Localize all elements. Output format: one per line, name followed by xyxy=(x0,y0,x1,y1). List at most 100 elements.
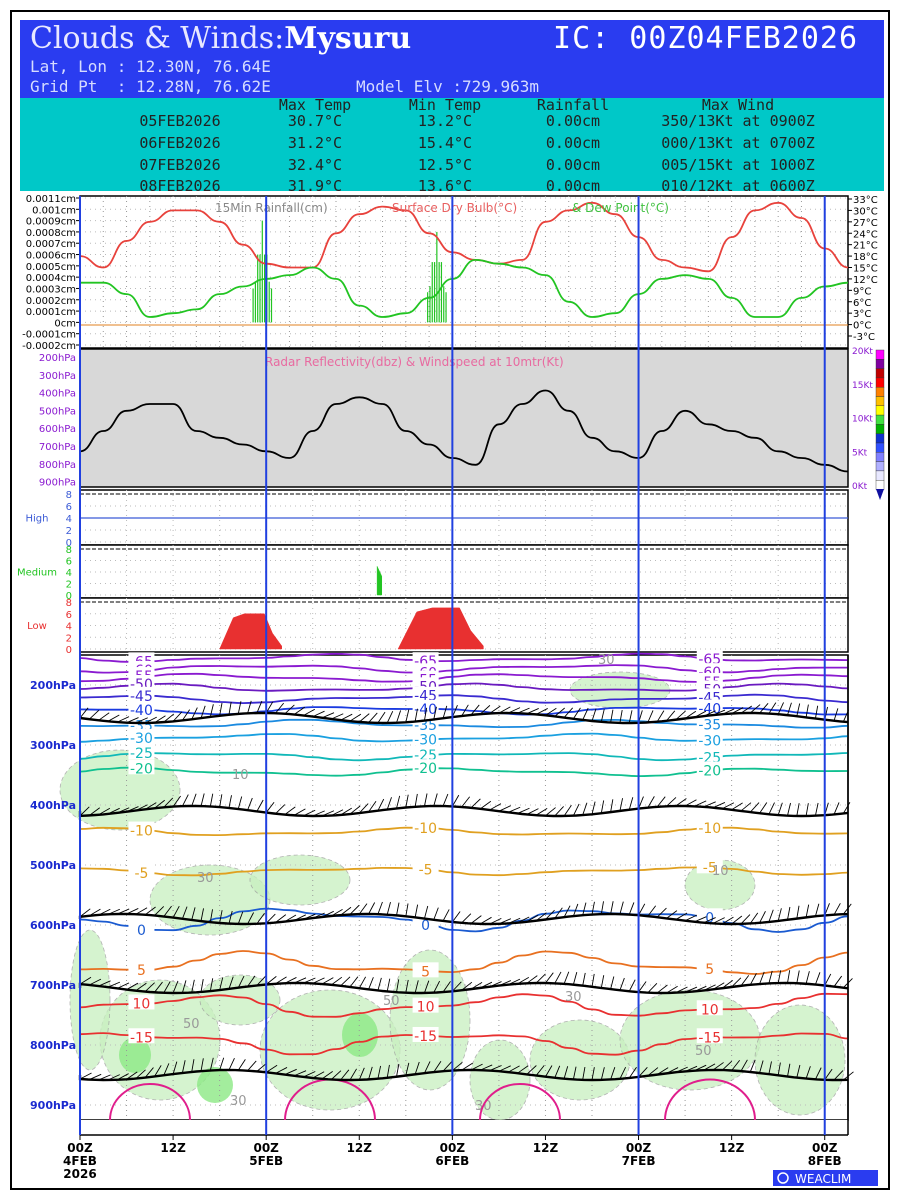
radar-title: Radar Reflectivity(dbz) & Windspeed at 1… xyxy=(265,355,564,369)
isotherm-label-bg xyxy=(696,908,723,924)
weaclim-logo xyxy=(773,1170,878,1186)
wind-barb xyxy=(628,710,633,724)
wind-barb xyxy=(405,1062,410,1076)
cloud-layer-label: Low xyxy=(27,621,47,632)
wind-barb xyxy=(703,917,716,924)
isotherm-label-bg xyxy=(696,649,723,665)
wind-barb xyxy=(694,985,707,992)
wind-barb xyxy=(144,1067,154,1078)
row-min: 12.5°C xyxy=(417,156,473,174)
wind-barb xyxy=(256,1062,268,1072)
wind-barb xyxy=(619,710,623,723)
wind-barb xyxy=(200,979,204,993)
wind-barb xyxy=(181,980,187,994)
x-tick-label: 6FEB xyxy=(435,1154,469,1168)
wind-barb xyxy=(591,901,595,915)
wind-barb xyxy=(172,795,181,807)
wind-barb xyxy=(619,798,624,812)
wind-barb xyxy=(107,908,121,915)
legend-dew-point: & Dew Point(°C) xyxy=(572,201,669,215)
wind-barb xyxy=(265,801,275,813)
row-rain: 0.00cm xyxy=(545,156,601,174)
wind-barb xyxy=(191,707,198,720)
wind-barb xyxy=(349,976,359,988)
temp-tick-label: 24°C xyxy=(853,229,878,240)
wind-barb xyxy=(396,979,400,993)
isotherm-label-bg xyxy=(128,920,155,936)
wind-barb xyxy=(181,1060,186,1074)
wind-barb xyxy=(377,977,382,991)
isotherm-ring xyxy=(109,1083,191,1121)
wind-barb xyxy=(340,976,351,987)
wind-barb xyxy=(479,705,491,715)
wind-barb xyxy=(228,976,234,990)
wind-barb xyxy=(358,903,368,915)
wind-barb xyxy=(256,975,267,986)
wind-barb xyxy=(749,973,757,986)
wind-barb xyxy=(573,707,581,720)
reflectivity-colorbar xyxy=(875,349,885,500)
isotherm-label: -35 xyxy=(698,718,721,734)
wind-barb xyxy=(209,1057,214,1071)
wind-barb xyxy=(814,802,819,816)
wind-barb xyxy=(228,701,232,715)
wind-barb xyxy=(545,807,556,817)
wind-barb xyxy=(293,977,307,984)
wind-barb xyxy=(256,912,265,925)
temp-tick-label: 18°C xyxy=(853,252,878,263)
wind-barb xyxy=(312,1071,325,1079)
radar-pressure-label: 400hPa xyxy=(39,389,76,400)
pressure-level-label: 400hPa xyxy=(30,799,76,812)
wind-barb xyxy=(684,799,697,807)
wind-barb xyxy=(591,708,597,722)
radar-pressure-label: 300hPa xyxy=(39,371,76,382)
row-rain: 0.00cm xyxy=(545,134,601,152)
row-wind: 005/15Kt at 1000Z xyxy=(661,156,815,174)
wind-barb xyxy=(191,793,197,807)
wind-barb xyxy=(694,1064,707,1072)
isotherm-label-bg xyxy=(412,759,439,775)
wind-barb xyxy=(386,978,391,992)
wind-barb xyxy=(135,717,148,724)
wind-barb xyxy=(340,807,352,816)
wind-barb xyxy=(805,904,810,918)
temp-tick-label: -3°C xyxy=(853,332,875,343)
temp-tick-label: 9°C xyxy=(853,286,871,297)
x-tick-label: 12Z xyxy=(533,1141,559,1155)
wind-barb xyxy=(489,803,502,811)
isotherm-label: 10 xyxy=(133,996,151,1012)
row-min: 15.4°C xyxy=(417,134,473,152)
header-bar: Clouds & Winds:Mysuru IC: 00Z04FEB2026 L… xyxy=(20,20,884,98)
wind-barb xyxy=(787,702,792,716)
wind-barb xyxy=(470,981,483,990)
wind-barb xyxy=(777,908,782,922)
isotherm-label-bg xyxy=(412,699,439,715)
wind-barb xyxy=(675,912,688,920)
cloud-tick-label: 4 xyxy=(66,622,72,633)
wind-barb xyxy=(331,809,344,816)
wind-barb xyxy=(647,982,658,993)
wind-barb xyxy=(591,801,596,815)
wind-barb xyxy=(628,797,634,810)
rain-tick-label: 0.0002cm xyxy=(26,296,76,307)
colorbar-cell xyxy=(875,452,885,462)
wind-barb xyxy=(619,901,624,915)
wind-barb xyxy=(535,973,546,984)
wind-barb xyxy=(442,705,448,719)
isotherm-ring xyxy=(664,1078,756,1121)
x-tick-label: 7FEB xyxy=(622,1154,656,1168)
wind-barb xyxy=(144,906,156,916)
windspeed-label: 0Kt xyxy=(852,482,868,492)
model-elevation: Model Elv :729.963m xyxy=(356,77,540,96)
wind-barb xyxy=(191,1059,195,1073)
radar-pressure-label: 800hPa xyxy=(39,460,76,471)
isotherm-label: 5 xyxy=(705,962,714,978)
cloud-tick-label: 4 xyxy=(66,514,72,525)
windspeed-label: 15Kt xyxy=(852,381,873,391)
rainfall-axis-ticks: 0.0011cm0.001cm0.0009cm0.0008cm0.0007cm0… xyxy=(22,194,80,352)
wind-barb xyxy=(461,1062,473,1071)
x-tick-label: 8FEB xyxy=(808,1154,842,1168)
wind-barb xyxy=(777,802,783,816)
wind-barb xyxy=(228,910,233,924)
isotherm-label-bg xyxy=(128,821,155,837)
